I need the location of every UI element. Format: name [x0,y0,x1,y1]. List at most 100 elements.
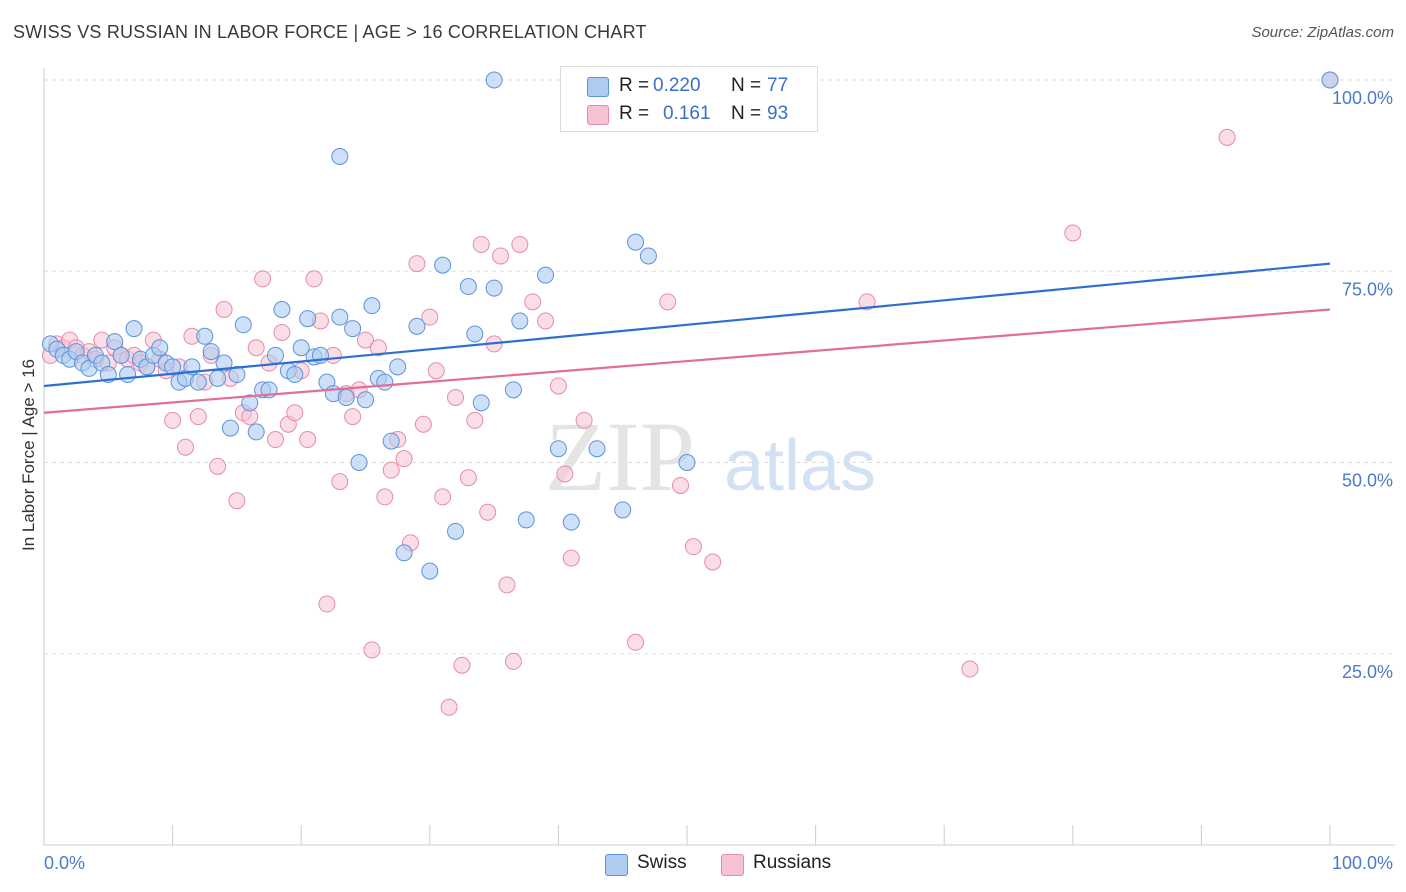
watermark: ZIP atlas [545,401,876,512]
russian-point [331,473,349,491]
swiss-point [344,320,362,338]
russian-point [672,476,690,494]
russian-point [176,438,194,456]
swiss-point [485,279,503,297]
legend-swatch-russians [587,105,609,125]
swiss-point [389,358,407,376]
legend-row-russians: R = 0.161 N = 93 [561,101,817,127]
tick-labels: 25.0% 50.0% 75.0% 100.0% 0.0% 100.0% [44,88,1393,873]
swiss-point [209,369,227,387]
russian-point [466,411,484,429]
russian-point [627,633,645,651]
russian-point [273,323,291,341]
russian-point [344,408,362,426]
swiss-point [549,440,567,458]
russian-point [299,431,317,449]
russian-point [318,595,336,613]
russian-point [414,415,432,433]
legend-n-label: N = [731,103,762,124]
swiss-point [511,312,529,330]
russian-point [447,388,465,406]
russian-point [254,270,272,288]
swiss-point [466,325,484,343]
russian-point [305,270,323,288]
trend-lines [43,262,1331,414]
swiss-point [164,358,182,376]
russian-point [228,492,246,510]
russian-point [421,308,439,326]
swiss-point [504,381,522,399]
axes [43,68,1395,846]
legend-n-value: 93 [767,103,789,124]
russian-point [357,331,374,349]
swiss-point [292,339,310,357]
swiss-point [202,343,220,361]
swiss-point [395,544,413,562]
bottom-legend-swatch-swiss [605,854,628,876]
bottom-legend-russians: Russians [753,852,832,873]
russian-point [266,431,284,449]
russian-point [492,247,510,265]
swiss-point [273,301,291,318]
bottom-legend-swiss: Swiss [637,852,687,873]
russian-point [247,339,265,357]
y-tick-label: 50.0% [1342,471,1393,491]
russian-trend-line [43,308,1331,414]
russian-point [549,377,567,395]
swiss-point [266,346,284,364]
swiss-point [614,501,632,519]
swiss-point [331,308,349,326]
swiss-point [337,388,355,406]
swiss-point [112,346,130,364]
swiss-point [241,394,259,412]
swiss-point [537,266,555,284]
russian-point [286,404,304,422]
russian-point [556,465,574,483]
watermark-atlas: atlas [724,426,876,506]
russian-point [164,411,182,429]
y-tick-label: 25.0% [1342,662,1393,682]
watermark-zip: ZIP [545,401,695,512]
russian-point [537,312,555,330]
russian-point [498,576,516,594]
swiss-point [357,391,374,409]
russian-point [395,450,413,468]
swiss-trend-line [43,262,1331,388]
swiss-point [106,333,124,351]
swiss-point [1321,71,1339,89]
legend: R = 0.220 N = 77 R = 0.161 N = 93 [560,66,818,132]
russian-point [440,698,458,716]
russian-point [363,641,381,659]
swiss-point [350,454,368,471]
legend-r-label: R = [619,75,650,96]
legend-n-label: N = [731,75,762,96]
swiss-point [472,394,490,412]
russian-point [524,293,542,311]
russian-point [209,457,227,475]
swiss-point [331,148,349,165]
swiss-point [639,247,657,265]
legend-row-swiss: R = 0.220 N = 77 [561,73,817,99]
swiss-point [247,423,265,441]
swiss-point [234,316,252,334]
russian-point [511,235,529,253]
y-tick-label: 100.0% [1332,88,1393,108]
swiss-point [221,419,239,437]
swiss-point [228,366,246,384]
russian-point [408,255,426,273]
russian-point [575,411,593,429]
legend-r-value: 0.220 [653,75,701,96]
chart-source: Source: ZipAtlas.com [1251,24,1394,41]
russian-point [215,301,233,318]
x-tick-label: 0.0% [44,853,85,873]
russian-point [427,362,445,380]
swiss-point [363,297,381,315]
russian-point [459,469,477,487]
russian-point [434,488,452,506]
legend-r-value: 0.161 [663,103,711,124]
russian-point [704,553,722,571]
russian-point [472,235,490,253]
x-tick-label: 100.0% [1332,853,1393,873]
russian-point [858,293,876,311]
